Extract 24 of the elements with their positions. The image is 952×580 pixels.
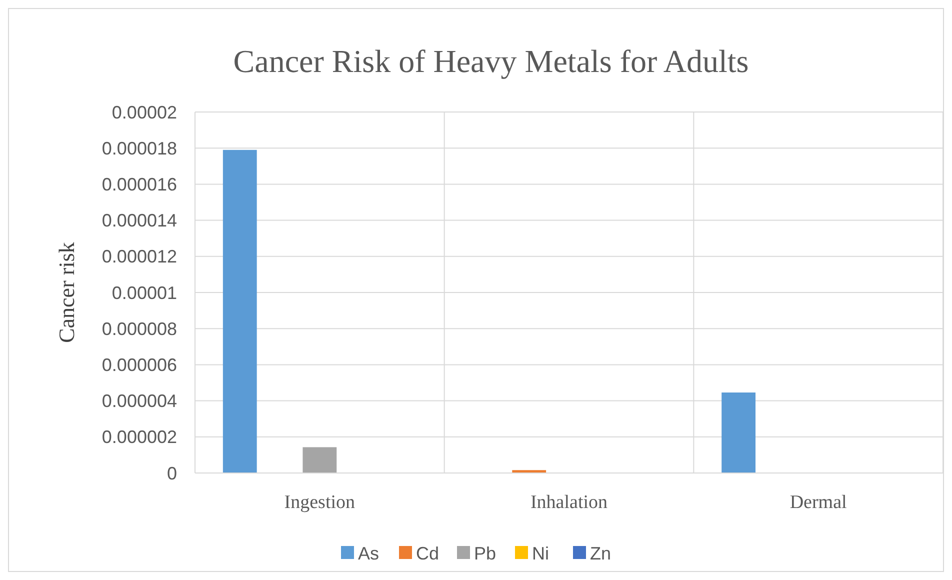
bar: [302, 447, 337, 473]
y-tick-label: 0: [166, 463, 177, 484]
y-tick-label: 0.000012: [102, 246, 177, 267]
legend-label: Zn: [590, 543, 612, 564]
x-tick-label: Dermal: [790, 492, 847, 513]
x-tick-label: Ingestion: [284, 492, 356, 513]
bar: [722, 392, 756, 473]
y-tick-label: 0.000006: [102, 355, 177, 375]
legend-label: As: [358, 543, 380, 564]
bar: [222, 150, 257, 473]
y-tick-label: 0.000016: [102, 174, 177, 194]
legend-label: Cd: [416, 543, 440, 564]
y-axis-title: Cancer risk: [54, 242, 79, 343]
chart-title: Cancer Risk of Heavy Metals for Adults: [233, 43, 749, 79]
y-tick-label: 0.00001: [112, 282, 177, 303]
x-tick-label: Inhalation: [530, 492, 608, 513]
y-tick-label: 0.000008: [102, 318, 177, 339]
y-tick-label: 0.00002: [112, 102, 177, 122]
y-tick-label: 0.000014: [102, 210, 177, 231]
y-tick-label: 0.000004: [102, 391, 177, 412]
legend-label: Pb: [474, 543, 496, 564]
y-tick-label: 0.000002: [102, 427, 177, 448]
y-tick-label: 0.000018: [102, 138, 177, 158]
legend-label: Ni: [532, 543, 549, 564]
